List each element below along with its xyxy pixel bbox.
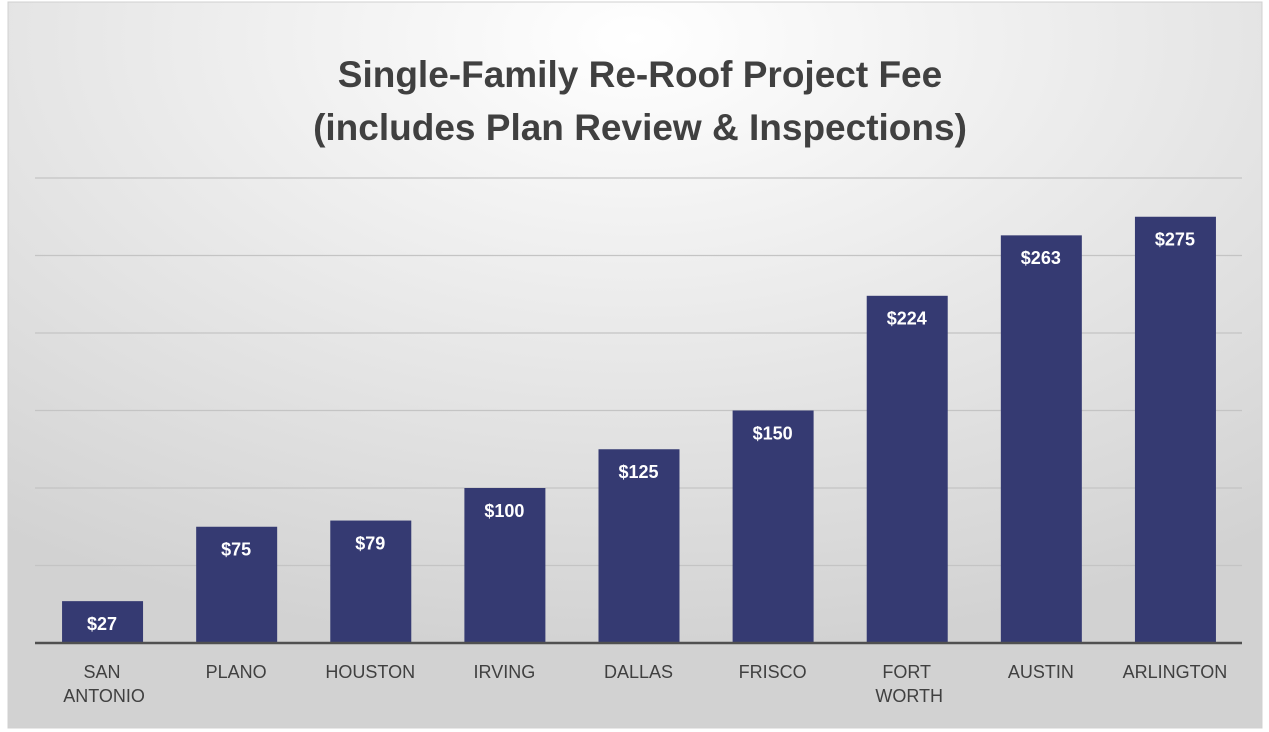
value-label: $224 xyxy=(887,309,927,329)
x-tick-label: DALLAS xyxy=(604,662,673,682)
value-label: $100 xyxy=(484,501,524,521)
bar xyxy=(62,601,144,643)
value-label: $275 xyxy=(1155,230,1195,250)
x-tick-label: PLANO xyxy=(206,662,267,682)
bar xyxy=(598,449,680,643)
value-label: $125 xyxy=(618,462,658,482)
value-label: $27 xyxy=(87,614,117,634)
bar xyxy=(464,488,546,643)
bar xyxy=(866,295,948,643)
bar xyxy=(196,526,278,643)
chart-title: Single-Family Re-Roof Project Fee xyxy=(338,54,942,95)
bar xyxy=(1000,235,1082,643)
x-tick-label: FRISCO xyxy=(739,662,807,682)
bar xyxy=(1134,216,1216,643)
value-label: $79 xyxy=(355,533,385,553)
bar xyxy=(732,410,814,643)
chart-subtitle: (includes Plan Review & Inspections) xyxy=(313,107,967,148)
value-label: $150 xyxy=(753,423,793,443)
x-tick-label: FORT WORTH xyxy=(870,662,943,706)
x-tick-label: HOUSTON xyxy=(325,662,415,682)
value-label: $263 xyxy=(1021,248,1061,268)
bar xyxy=(330,520,412,643)
x-tick-label: SAN ANTONIO xyxy=(59,662,145,706)
x-tick-label: AUSTIN xyxy=(1008,662,1074,682)
x-tick-label: ARLINGTON xyxy=(1123,662,1228,682)
x-tick-label: IRVING xyxy=(474,662,536,682)
value-label: $75 xyxy=(221,540,251,560)
